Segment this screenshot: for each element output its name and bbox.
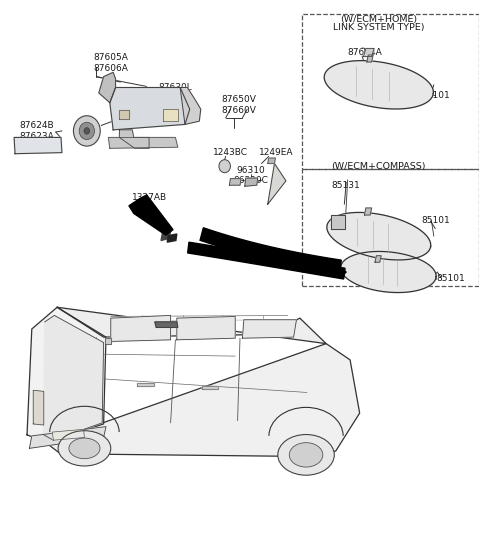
Polygon shape xyxy=(188,242,345,279)
Bar xyxy=(302,169,480,286)
Circle shape xyxy=(79,122,95,140)
Text: 87624B
87623A: 87624B 87623A xyxy=(19,121,54,140)
Polygon shape xyxy=(155,322,178,327)
Polygon shape xyxy=(161,231,170,240)
Polygon shape xyxy=(180,88,201,125)
Ellipse shape xyxy=(69,438,100,459)
Text: 1249EA: 1249EA xyxy=(259,148,293,157)
Circle shape xyxy=(73,116,100,146)
Polygon shape xyxy=(33,390,44,425)
Polygon shape xyxy=(229,178,241,185)
Text: 96310
96320C: 96310 96320C xyxy=(233,166,268,185)
Polygon shape xyxy=(120,110,129,119)
Text: 85131: 85131 xyxy=(331,181,360,190)
Polygon shape xyxy=(110,88,190,130)
Polygon shape xyxy=(200,228,341,273)
Polygon shape xyxy=(268,164,286,204)
Text: 85101: 85101 xyxy=(422,217,451,226)
Circle shape xyxy=(219,160,230,172)
Polygon shape xyxy=(29,426,106,448)
Polygon shape xyxy=(245,178,258,186)
Bar xyxy=(302,14,480,169)
Polygon shape xyxy=(327,213,431,260)
Polygon shape xyxy=(132,199,167,232)
Polygon shape xyxy=(14,138,62,154)
Text: LINK SYSTEM TYPE): LINK SYSTEM TYPE) xyxy=(333,23,424,32)
Polygon shape xyxy=(333,268,346,277)
Text: 87650V
87660V: 87650V 87660V xyxy=(221,95,256,115)
Polygon shape xyxy=(120,130,149,149)
Text: 1243BC: 1243BC xyxy=(213,148,248,157)
Ellipse shape xyxy=(58,431,111,466)
Text: 87605A
87606A: 87605A 87606A xyxy=(93,53,128,73)
Polygon shape xyxy=(129,195,173,235)
Polygon shape xyxy=(57,307,326,344)
Text: 87630L
87630R: 87630L 87630R xyxy=(158,83,193,103)
Ellipse shape xyxy=(278,435,334,475)
Polygon shape xyxy=(202,386,218,388)
Polygon shape xyxy=(108,138,178,149)
Polygon shape xyxy=(324,60,433,109)
Polygon shape xyxy=(341,251,436,293)
Polygon shape xyxy=(99,72,116,103)
Polygon shape xyxy=(163,109,178,121)
Text: 1327AB: 1327AB xyxy=(132,193,167,202)
Polygon shape xyxy=(242,320,297,338)
Polygon shape xyxy=(46,344,360,456)
Polygon shape xyxy=(363,48,374,57)
Text: 85101: 85101 xyxy=(436,274,465,283)
Polygon shape xyxy=(52,429,84,440)
Polygon shape xyxy=(137,382,154,386)
Polygon shape xyxy=(27,307,106,443)
Polygon shape xyxy=(268,158,276,164)
Polygon shape xyxy=(167,234,177,242)
Polygon shape xyxy=(44,316,104,440)
Polygon shape xyxy=(375,256,381,262)
Polygon shape xyxy=(177,317,235,340)
Polygon shape xyxy=(364,208,372,215)
Polygon shape xyxy=(111,316,170,342)
Text: 87614A: 87614A xyxy=(347,48,382,57)
Polygon shape xyxy=(367,55,373,62)
Text: (W/ECM+COMPASS): (W/ECM+COMPASS) xyxy=(332,162,426,171)
Text: 85101: 85101 xyxy=(422,91,451,100)
Text: 87622
87612: 87622 87612 xyxy=(113,101,142,120)
Polygon shape xyxy=(331,215,345,228)
Ellipse shape xyxy=(289,443,323,467)
Polygon shape xyxy=(105,338,111,344)
Circle shape xyxy=(84,128,90,134)
Text: (W/ECM+HOME): (W/ECM+HOME) xyxy=(340,15,417,24)
